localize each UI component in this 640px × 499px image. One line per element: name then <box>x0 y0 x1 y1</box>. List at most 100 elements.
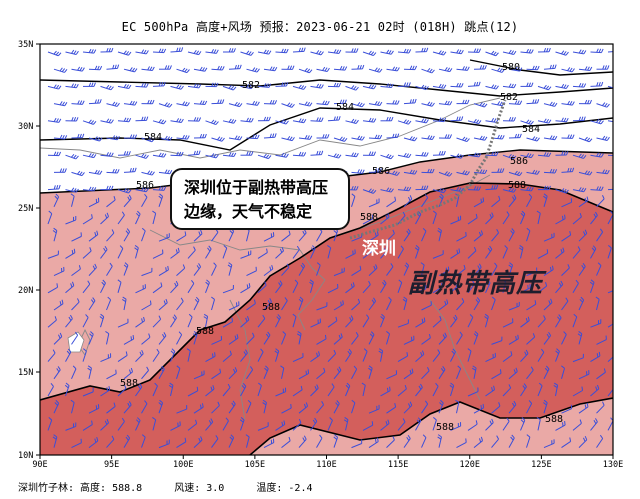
wind-barb <box>82 214 93 225</box>
wind-barb <box>298 296 304 311</box>
wind-barb <box>275 82 289 87</box>
contour-label: 582 <box>500 92 518 103</box>
wind-barb <box>421 367 430 380</box>
wind-barb <box>65 281 75 294</box>
wind-barb <box>292 385 303 397</box>
wind-barb <box>473 169 488 175</box>
wind-barb <box>450 215 462 225</box>
wind-barb <box>555 280 564 294</box>
wind-barb <box>526 267 538 277</box>
wind-barb <box>502 153 517 160</box>
wind-barb <box>555 117 569 123</box>
wind-barb <box>345 48 359 53</box>
contour-label: 588 <box>545 414 563 425</box>
wind-barb <box>386 196 397 208</box>
wind-barb <box>455 399 460 414</box>
wind-barb <box>345 348 352 362</box>
wind-barb <box>555 314 562 328</box>
wind-barb <box>88 65 103 71</box>
wind-barb <box>450 153 464 159</box>
wind-barb <box>508 334 519 345</box>
wind-barb <box>467 348 472 362</box>
wind-barb <box>420 262 425 276</box>
wind-barb <box>368 437 379 449</box>
wind-barb <box>211 435 219 448</box>
wind-barb <box>47 151 62 157</box>
wind-barb <box>456 66 470 71</box>
wind-barb <box>561 198 573 208</box>
wind-barb <box>246 366 254 380</box>
wind-barb <box>280 365 285 379</box>
wind-barb <box>397 384 407 397</box>
wind-barb <box>211 65 225 71</box>
wind-barb <box>450 314 458 328</box>
wind-barb <box>152 119 167 125</box>
wind-barb <box>52 227 58 242</box>
wind-barb <box>298 262 306 276</box>
wind-barb <box>117 384 127 397</box>
wind-barb <box>502 83 517 89</box>
wind-barb <box>380 313 385 328</box>
wind-barb <box>543 64 557 70</box>
contour-label: 582 <box>242 80 260 91</box>
wind-barb <box>52 434 58 448</box>
wind-barb <box>240 50 254 56</box>
wind-barb <box>257 248 268 259</box>
wind-barb <box>485 279 491 294</box>
wind-barb <box>473 135 488 141</box>
wind-barb <box>520 119 534 125</box>
wind-barb <box>526 169 540 175</box>
wind-barb <box>228 101 243 108</box>
wind-barb <box>106 402 116 414</box>
contour-label: 584 <box>144 132 162 143</box>
wind-barb <box>473 263 482 276</box>
wind-barb <box>333 65 348 71</box>
wind-barb <box>526 227 531 242</box>
wind-barb <box>281 65 295 70</box>
wind-barb <box>187 313 193 328</box>
wind-barb <box>380 386 391 397</box>
wind-barb <box>386 229 395 242</box>
wind-barb <box>71 365 77 380</box>
wind-barb <box>82 314 89 328</box>
wind-barb <box>100 185 114 191</box>
wind-barb <box>596 262 602 276</box>
wind-barb <box>327 417 333 431</box>
wind-barb <box>362 188 377 194</box>
wind-barb <box>467 420 478 431</box>
wind-barb <box>589 279 595 293</box>
wind-barb <box>467 81 481 87</box>
wind-barb <box>88 297 96 311</box>
wind-barb <box>88 331 94 345</box>
wind-barb <box>47 283 59 294</box>
wind-barb <box>298 134 313 140</box>
wind-barb <box>158 135 173 141</box>
wind-barb <box>415 118 429 124</box>
wind-barb <box>450 281 460 294</box>
wind-barb <box>345 118 359 124</box>
wind-barb <box>578 136 593 143</box>
wind-barb <box>100 279 106 294</box>
wind-barb <box>421 194 429 208</box>
wind-barb <box>508 100 523 105</box>
wind-barb <box>607 383 613 397</box>
wind-barb <box>432 83 447 89</box>
wind-barb <box>53 332 63 345</box>
wind-barb <box>281 404 292 414</box>
wind-barb <box>211 401 220 414</box>
wind-barb <box>47 417 53 431</box>
wind-barb <box>228 367 238 380</box>
wind-barb <box>211 335 223 345</box>
wind-barb <box>228 334 239 345</box>
wind-barb <box>386 170 400 176</box>
wind-barb <box>88 230 99 242</box>
wind-barb <box>543 168 558 174</box>
wind-barb <box>246 299 256 311</box>
wind-barb <box>187 246 196 259</box>
wind-barb <box>502 384 512 397</box>
wind-barb <box>123 67 138 73</box>
contour-label: 588 <box>436 422 454 433</box>
wind-barb <box>88 263 97 276</box>
wind-barb <box>135 210 141 225</box>
wind-barb <box>415 84 429 91</box>
